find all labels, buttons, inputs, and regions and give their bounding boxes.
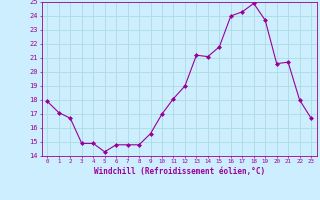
X-axis label: Windchill (Refroidissement éolien,°C): Windchill (Refroidissement éolien,°C) [94, 167, 265, 176]
